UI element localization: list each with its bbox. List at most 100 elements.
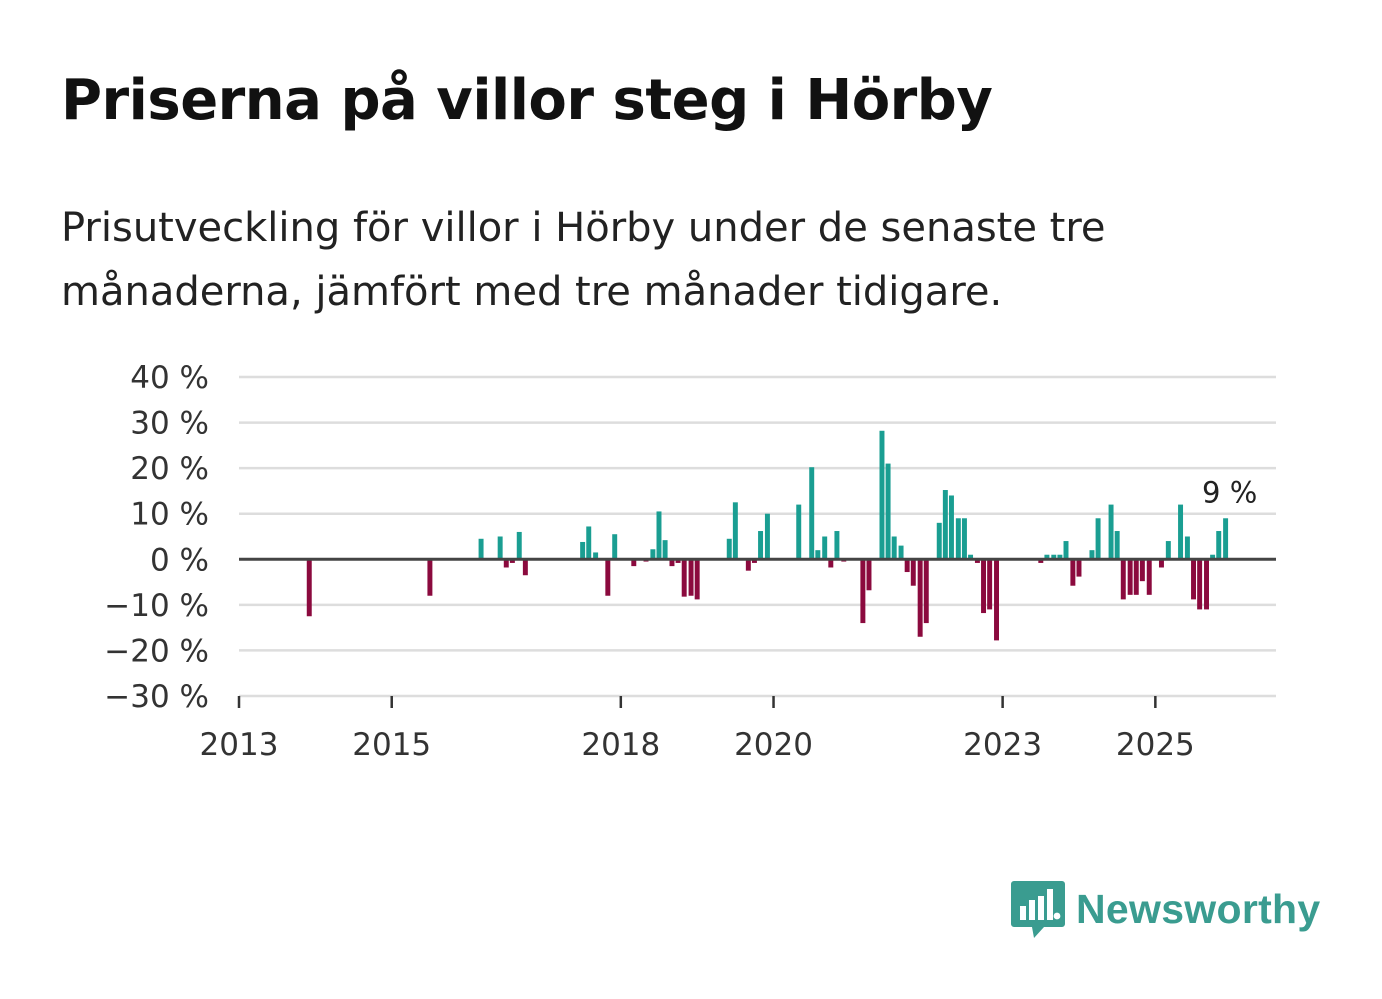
bar [866, 559, 872, 591]
bar [1210, 554, 1216, 560]
bar [612, 534, 618, 560]
bar [885, 463, 891, 560]
bar [942, 490, 948, 560]
bar [898, 545, 904, 560]
y-tick-label: −30 % [104, 679, 209, 715]
y-tick-label: −20 % [104, 633, 209, 669]
bar [1197, 559, 1203, 610]
bar [1158, 559, 1164, 568]
bar [650, 549, 656, 560]
bar [1044, 554, 1050, 560]
bar [809, 467, 815, 560]
x-tick-label: 2020 [734, 727, 813, 763]
bar [1146, 559, 1152, 595]
bar [1038, 559, 1044, 563]
x-tick-label: 2018 [581, 727, 660, 763]
y-tick-label: 30 % [130, 406, 209, 442]
x-tick-label: 2025 [1116, 727, 1195, 763]
bar [1216, 531, 1222, 560]
bar [1095, 518, 1101, 560]
bar [828, 559, 834, 568]
bar [764, 513, 770, 560]
bar [1051, 554, 1057, 560]
bar [910, 559, 916, 586]
gridlines [239, 375, 1276, 698]
bar [923, 559, 929, 624]
last-value-annotation: 9 % [1202, 475, 1257, 509]
bar [503, 559, 509, 568]
bar [834, 531, 840, 560]
bar [1063, 541, 1069, 560]
bar-chart-speech-bubble-icon [1011, 881, 1065, 938]
bar-chart: 40 % 30 % 20 % 10 % 0 % −10 % −20 % −30 % 2013 20… [104, 360, 1276, 763]
y-tick-label: 40 % [130, 360, 209, 396]
bar [1184, 536, 1190, 560]
bar [987, 559, 993, 610]
bar [694, 559, 700, 600]
bar [1191, 559, 1197, 600]
y-tick-label: −10 % [104, 588, 209, 624]
x-tick-label: 2023 [963, 727, 1042, 763]
bar [1178, 504, 1184, 560]
bar [1057, 554, 1063, 560]
bar [306, 559, 312, 617]
bar [961, 518, 967, 560]
bar [681, 559, 687, 597]
bar [586, 526, 592, 560]
bar [509, 559, 515, 563]
bar [745, 559, 751, 571]
bar [1108, 504, 1114, 560]
bar [936, 522, 942, 560]
bar [879, 430, 885, 560]
bar [662, 540, 668, 560]
tick-labels: 40 % 30 % 20 % 10 % 0 % −10 % −20 % −30 % 2013 20… [104, 360, 1257, 763]
bar [822, 536, 828, 560]
bar [1089, 550, 1095, 560]
bar [580, 541, 586, 560]
bar [904, 559, 910, 573]
bar [917, 559, 923, 637]
bar [815, 550, 821, 560]
bar [974, 559, 980, 563]
bar [758, 531, 764, 560]
brand-name: Newsworthy [1076, 885, 1321, 932]
bar [732, 502, 738, 560]
bar [427, 559, 433, 596]
x-tick-label: 2013 [200, 727, 279, 763]
bar [656, 511, 662, 560]
bar [948, 495, 954, 560]
bar [726, 538, 732, 560]
bar [688, 559, 694, 596]
bar [1133, 559, 1139, 595]
y-tick-label: 0 % [150, 542, 209, 578]
brand-logo: Newsworthy [1010, 878, 1321, 940]
bar [522, 559, 528, 576]
bar [860, 559, 866, 624]
bar [1070, 559, 1076, 586]
bar [994, 559, 999, 641]
bar [631, 559, 637, 567]
bar [675, 559, 681, 563]
bar [955, 518, 961, 560]
bar [1114, 531, 1120, 560]
bar [669, 559, 675, 567]
bar [1204, 559, 1209, 610]
bar [1120, 559, 1126, 600]
axes [237, 557, 1276, 708]
bar [593, 552, 599, 560]
y-tick-label: 10 % [130, 497, 209, 533]
bar [1165, 541, 1171, 560]
bar [478, 538, 484, 560]
bar [1223, 518, 1229, 560]
bar [891, 536, 897, 560]
bar [1139, 559, 1145, 582]
bar [968, 554, 974, 560]
chart-title: Priserna på villor steg i Hörby [61, 68, 993, 133]
chart-subtitle: Prisutveckling för villor i Hörby under … [61, 205, 1106, 315]
bar [497, 536, 503, 560]
bar [605, 559, 611, 596]
bar [751, 559, 757, 563]
y-tick-label: 20 % [130, 451, 209, 487]
bar [516, 531, 522, 560]
bars [306, 430, 1229, 641]
